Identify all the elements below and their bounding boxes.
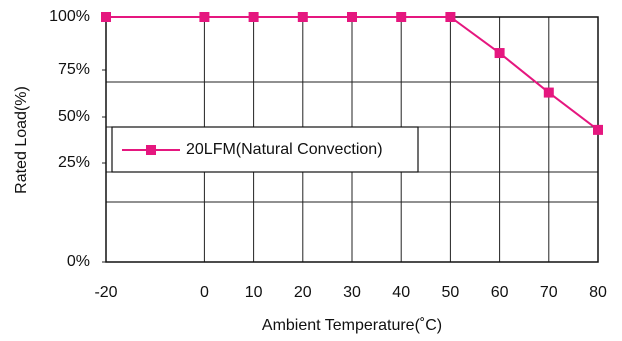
x-tick-label: 20 — [294, 284, 312, 301]
x-tick-label: 0 — [200, 284, 209, 301]
point — [543, 87, 554, 98]
series-line — [106, 16, 599, 131]
x-axis-label: Ambient Temperature(˚C) — [262, 317, 442, 334]
y-tick-label: 50% — [58, 108, 90, 125]
point — [494, 48, 505, 59]
legend-label: 20LFM(Natural Convection) — [186, 141, 383, 158]
point — [248, 12, 259, 22]
point — [297, 12, 308, 22]
x-tick-label: -20 — [94, 284, 117, 301]
x-tick-label: 40 — [392, 284, 410, 301]
y-tick-label: 75% — [58, 61, 90, 78]
x-tick-label: 70 — [540, 284, 558, 301]
x-tick-label: 80 — [589, 284, 607, 301]
x-tick-label: 10 — [245, 284, 263, 301]
y-tick-label: 0% — [67, 253, 90, 270]
x-tick-label: 60 — [491, 284, 509, 301]
point — [445, 12, 456, 22]
point — [593, 124, 603, 135]
y-axis-label: Rated Load(%) — [13, 86, 30, 194]
legend-marker — [146, 145, 156, 155]
point — [347, 12, 357, 22]
x-tick-label: 30 — [343, 284, 361, 301]
y-tick-label: 25% — [58, 154, 90, 171]
point — [396, 12, 407, 22]
point — [101, 12, 111, 22]
point — [199, 12, 210, 22]
x-tick-label: 50 — [442, 284, 460, 301]
y-tick-label: 100% — [49, 8, 90, 25]
legend: 20LFM(Natural Convection) — [111, 126, 419, 173]
